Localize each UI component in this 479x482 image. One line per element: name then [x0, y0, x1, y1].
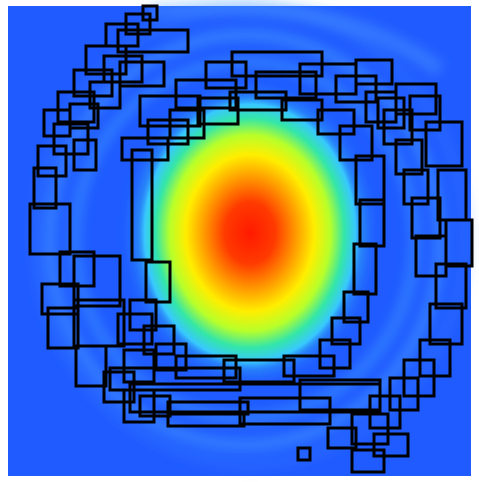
- box-outline: [56, 90, 96, 124]
- box-outline: [222, 358, 296, 384]
- box-outline: [376, 96, 406, 130]
- box-outline: [338, 124, 374, 162]
- box-outline: [350, 448, 386, 474]
- box-outline: [316, 108, 356, 136]
- heatmap-core-inner: [136, 90, 368, 374]
- box-outline: [372, 432, 410, 458]
- box-outline: [88, 80, 122, 110]
- box-outline: [72, 254, 122, 308]
- box-outlines: [28, 4, 474, 474]
- box-outline: [130, 148, 154, 262]
- box-outline: [144, 260, 172, 304]
- box-outline: [118, 60, 166, 88]
- box-outline: [116, 28, 190, 54]
- box-outline: [28, 202, 72, 256]
- box-outline: [46, 306, 80, 350]
- box-outline: [424, 120, 464, 168]
- box-outline: [358, 198, 386, 248]
- box-outline: [296, 446, 312, 462]
- box-outline: [330, 316, 362, 346]
- box-outline: [146, 118, 190, 146]
- box-outline: [166, 410, 246, 428]
- box-outline: [352, 242, 378, 296]
- box-outline: [354, 154, 386, 206]
- box-outline: [122, 348, 156, 384]
- box-outline: [72, 298, 126, 348]
- box-outline: [318, 338, 352, 370]
- box-outline: [72, 138, 98, 172]
- box-outline: [32, 166, 58, 210]
- box-outline: [228, 90, 288, 112]
- box-outline: [108, 366, 242, 392]
- box-outline: [388, 376, 420, 412]
- box-outline: [394, 138, 424, 176]
- box-outline: [120, 136, 170, 162]
- box-outline: [168, 108, 206, 140]
- box-outline: [36, 144, 68, 178]
- box-outline: [410, 196, 442, 240]
- box-outline: [402, 168, 430, 206]
- box-outline: [342, 290, 370, 324]
- box-outline: [326, 426, 358, 450]
- box-outline: [282, 354, 336, 378]
- box-outline: [142, 324, 176, 356]
- box-outline: [166, 400, 250, 416]
- box-outline: [84, 44, 128, 76]
- box-outline: [434, 262, 468, 310]
- box-outline: [354, 58, 394, 86]
- box-outline: [444, 218, 474, 268]
- box-outline: [102, 370, 136, 404]
- box-outline: [298, 378, 382, 412]
- box-outline: [138, 394, 172, 418]
- box-outline: [428, 302, 464, 346]
